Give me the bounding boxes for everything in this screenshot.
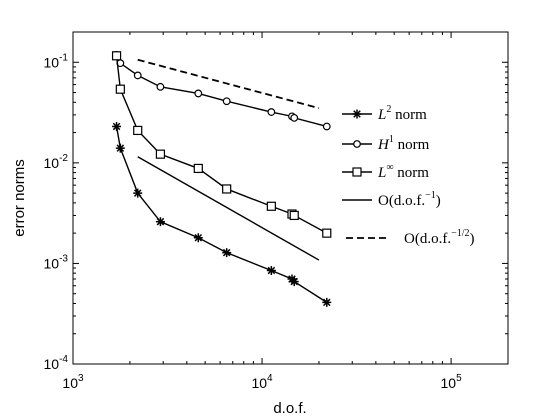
data-point (289, 210, 299, 221)
series-line (137, 58, 320, 109)
data-point (222, 248, 232, 258)
data-point (267, 108, 276, 116)
y-tick-label: 10-2 (44, 153, 69, 171)
data-point (222, 97, 231, 106)
data-point (222, 184, 232, 194)
data-point (289, 277, 299, 287)
legend-label: L2 norm (377, 104, 427, 123)
legend-item-3: L∞ norm (342, 162, 429, 181)
x-axis-label: d.o.f. (273, 400, 306, 417)
data-point (133, 188, 143, 198)
legend-item-5: O(d.o.f.−1/2) (346, 228, 475, 247)
data-point (193, 163, 203, 174)
data-point (111, 51, 122, 61)
data-point (115, 143, 125, 153)
data-point (193, 233, 203, 243)
axis-ticks: 103 104 105 10-4 10-3 10-2 10-1 (44, 31, 509, 391)
data-point (155, 149, 166, 159)
legend-marker (353, 140, 361, 148)
data-point (133, 125, 143, 136)
data-point (194, 89, 203, 98)
legend-item-4: O(d.o.f.−1) (342, 190, 441, 209)
data-point (156, 82, 165, 91)
data-point (115, 84, 125, 94)
legend-label: L∞ norm (377, 162, 429, 181)
series-group (111, 51, 332, 307)
data-point (266, 201, 276, 211)
y-axis-label: error norms (11, 159, 28, 237)
legend-item-2: H1 norm (342, 134, 430, 153)
y-tick-label: 10-3 (44, 253, 69, 271)
legend-marker (352, 109, 362, 119)
series-2 (112, 51, 331, 131)
legend-label: O(d.o.f.−1) (378, 190, 441, 209)
legend-label: O(d.o.f.−1/2) (404, 228, 475, 247)
data-point (322, 228, 332, 238)
legend-item-1: L2 norm (342, 104, 427, 123)
legend-marker (352, 167, 362, 177)
data-point (133, 71, 142, 80)
x-tick-label: 104 (251, 373, 273, 391)
series-5 (137, 58, 320, 109)
series-line (137, 156, 320, 261)
data-point (155, 217, 165, 227)
data-point (112, 121, 122, 131)
series-1 (112, 121, 332, 307)
y-tick-label: 10-1 (44, 52, 69, 70)
data-point (322, 297, 332, 307)
data-point (290, 113, 299, 122)
data-point (266, 266, 276, 276)
legend-label: H1 norm (377, 134, 430, 153)
plot-area (72, 31, 509, 365)
data-point (322, 122, 331, 131)
y-tick-label: 10-4 (44, 354, 69, 372)
legend: L2 norm H1 norm L∞ norm O(d.o.f.−1) O(d.o.f.… (342, 104, 475, 247)
x-tick-label: 103 (62, 373, 84, 391)
series-3 (111, 51, 332, 238)
x-tick-label: 105 (441, 373, 463, 391)
series-4 (137, 156, 320, 261)
